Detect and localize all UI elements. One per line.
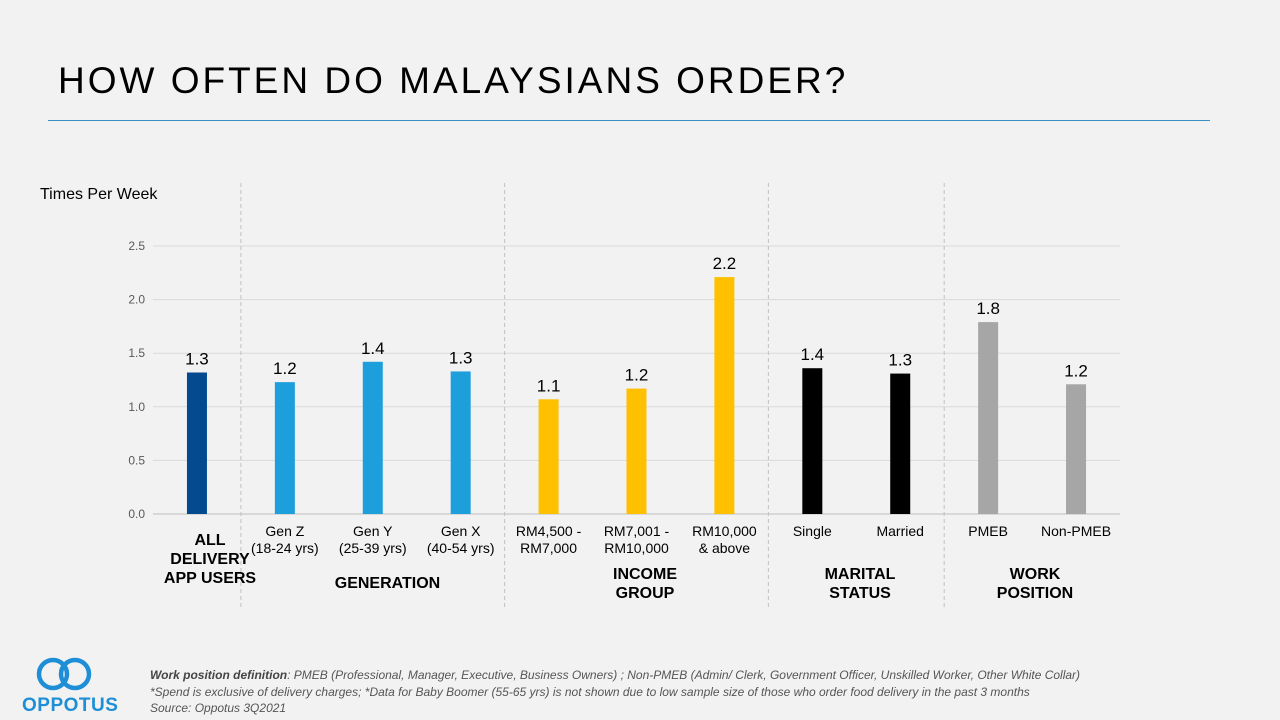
x-tick-label: RM4,500 - <box>516 523 582 539</box>
title-divider <box>48 120 1210 121</box>
group-label-all: ALL DELIVERY APP USERS <box>163 532 257 587</box>
footnotes: Work position definition: PMEB (Professi… <box>150 667 1080 717</box>
x-tick-label: RM7,001 - <box>604 523 670 539</box>
bar <box>538 399 559 514</box>
bar <box>274 382 295 514</box>
bar <box>714 277 735 514</box>
y-tick-label: 0.0 <box>128 507 145 521</box>
y-tick-label: 2.0 <box>128 293 145 307</box>
oppotus-logo-icon <box>36 657 92 691</box>
bar-value-label: 2.2 <box>713 254 737 273</box>
y-axis-label: Times Per Week <box>40 186 158 203</box>
bar-value-label: 1.4 <box>800 345 824 364</box>
bar <box>802 368 823 514</box>
x-tick-label: Gen Z <box>265 523 304 539</box>
group-label-work: WORK POSITION <box>996 566 1074 602</box>
group-label-income: INCOME GROUP <box>613 566 677 602</box>
group-label-generation: GENERATION <box>334 575 441 592</box>
x-tick-label: (25-39 yrs) <box>339 540 407 556</box>
x-tick-label: Married <box>876 523 923 539</box>
y-tick-label: 0.5 <box>128 453 145 467</box>
footnote-work-definition: Work position definition: PMEB (Professi… <box>150 668 1081 682</box>
bar-value-label: 1.2 <box>273 359 297 378</box>
footnote-source: Source: Oppotus 3Q2021 <box>150 701 287 715</box>
x-tick-label: PMEB <box>968 523 1008 539</box>
x-tick-label: Gen X <box>441 523 481 539</box>
bar-value-label: 1.3 <box>185 349 209 368</box>
bar <box>890 373 911 514</box>
bar <box>978 322 999 514</box>
y-tick-label: 1.0 <box>128 400 145 414</box>
x-tick-label: RM10,000 <box>692 523 757 539</box>
group-label-marital: MARITAL STATUS <box>824 566 896 602</box>
x-tick-label: (18-24 yrs) <box>251 540 319 556</box>
bar-value-label: 1.3 <box>449 348 473 367</box>
bar-value-label: 1.1 <box>537 376 561 395</box>
y-tick-label: 1.5 <box>128 346 145 360</box>
x-tick-label: RM10,000 <box>604 540 669 556</box>
oppotus-logo-text: OPPOTUS <box>22 695 119 716</box>
footnote-spend: *Spend is exclusive of delivery charges;… <box>150 684 1030 699</box>
bar <box>450 371 471 514</box>
x-tick-label: Gen Y <box>353 523 393 539</box>
x-tick-label: (40-54 yrs) <box>427 540 495 556</box>
bar <box>626 388 647 514</box>
x-tick-label: RM7,000 <box>520 540 577 556</box>
bar-value-label: 1.3 <box>888 351 912 370</box>
bar <box>1066 384 1087 514</box>
y-tick-label: 2.5 <box>128 239 145 253</box>
bar <box>186 372 207 514</box>
x-tick-label: Single <box>793 523 832 539</box>
bar-value-label: 1.2 <box>625 366 649 385</box>
bar-value-label: 1.8 <box>976 299 1000 318</box>
x-tick-label: & above <box>699 540 751 556</box>
bar-value-label: 1.4 <box>361 339 385 358</box>
x-tick-label: Non-PMEB <box>1041 523 1111 539</box>
bar-value-label: 1.2 <box>1064 361 1088 380</box>
page-title: HOW OFTEN DO MALAYSIANS ORDER? <box>58 60 849 101</box>
bar <box>362 361 383 514</box>
